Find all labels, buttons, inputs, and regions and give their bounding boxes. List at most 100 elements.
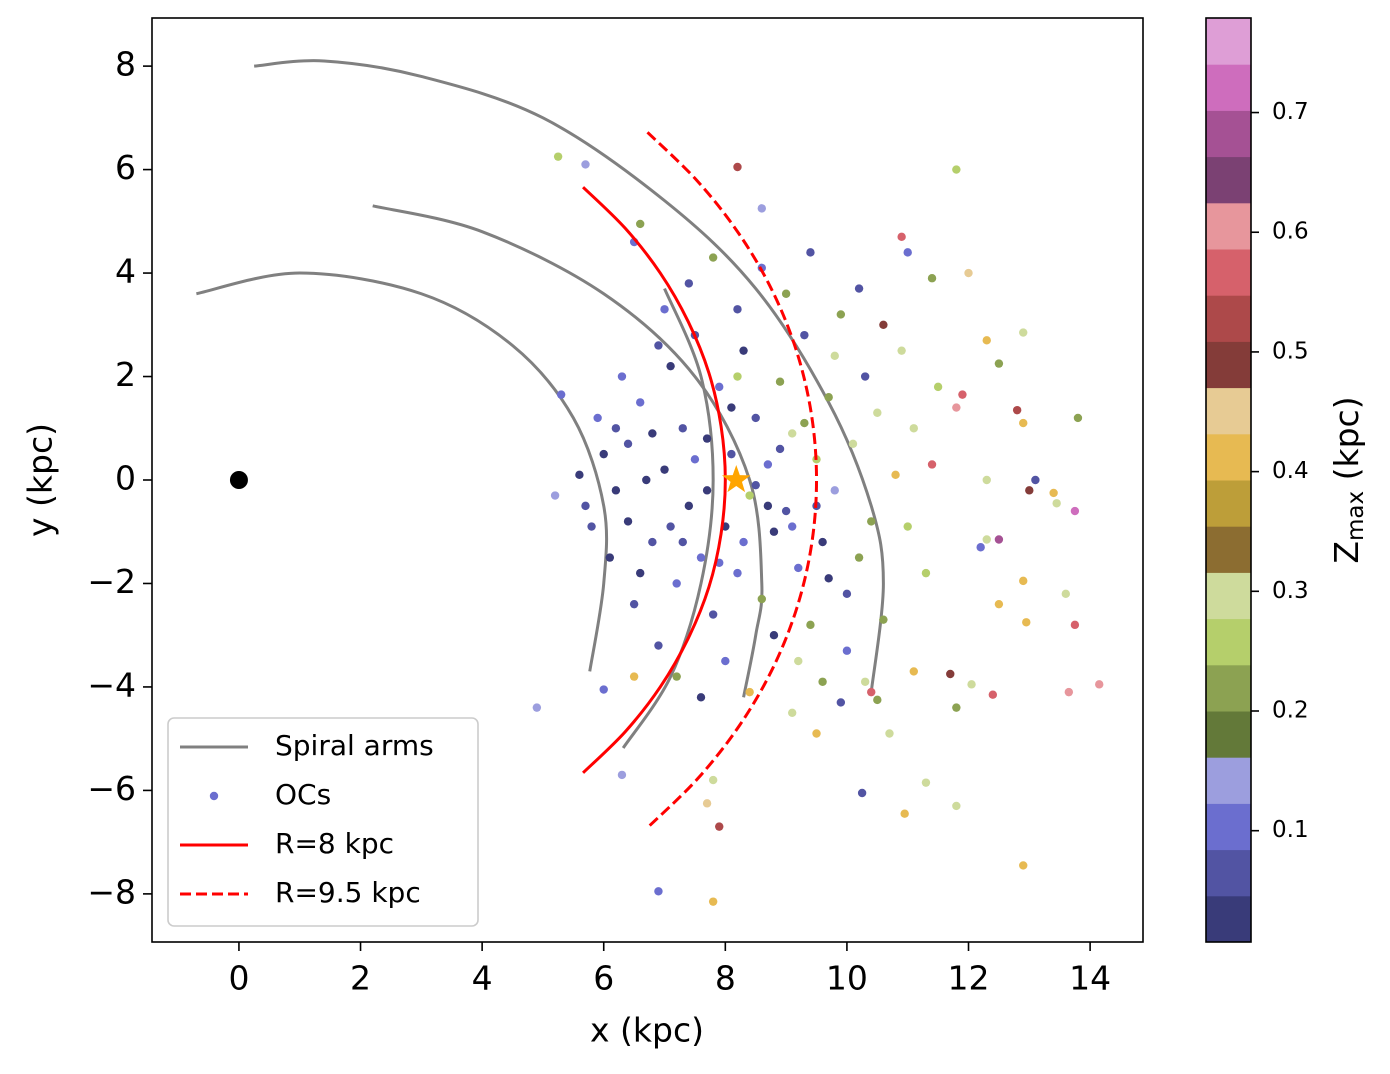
point — [666, 361, 675, 371]
plot-area — [196, 59, 1104, 906]
colorbar-segment — [1206, 572, 1251, 620]
point — [903, 248, 912, 257]
point — [660, 465, 669, 474]
point — [708, 253, 718, 262]
point — [982, 336, 991, 345]
point — [927, 460, 937, 469]
point — [988, 690, 998, 699]
point — [982, 535, 991, 544]
x-axis-label: x (kpc) — [590, 1011, 704, 1050]
point — [623, 439, 633, 448]
colorbar-tick-label: 0.3 — [1272, 578, 1309, 604]
point — [879, 320, 888, 329]
point — [763, 501, 773, 511]
y-axis-label: y (kpc) — [21, 423, 60, 537]
point — [867, 687, 876, 697]
point — [891, 470, 900, 480]
colorbar-segment — [1206, 156, 1251, 204]
line — [196, 271, 609, 672]
point — [611, 486, 621, 495]
point — [587, 522, 596, 531]
colorbar-frame — [1205, 17, 1252, 943]
point — [666, 522, 675, 531]
point — [952, 801, 961, 811]
point — [976, 543, 985, 552]
colorbar-tick-label: 0.1 — [1272, 817, 1309, 843]
point — [848, 439, 858, 448]
colorbar-tick-label: 0.6 — [1272, 219, 1309, 245]
point — [593, 413, 602, 423]
point — [824, 393, 833, 402]
point — [617, 372, 627, 381]
point — [556, 390, 566, 399]
colorbar-segment — [1206, 711, 1251, 758]
y-tick-label: 0 — [115, 459, 136, 498]
point — [775, 444, 785, 454]
point — [1019, 418, 1028, 428]
point — [781, 506, 791, 516]
point — [672, 672, 681, 681]
point — [605, 553, 615, 562]
x-tick-label: 14 — [1069, 959, 1111, 998]
y-tick-label: −8 — [87, 872, 136, 911]
colorbar-segment — [1206, 618, 1251, 666]
legend-box — [167, 717, 479, 927]
point — [854, 284, 864, 293]
point — [854, 553, 864, 562]
point — [739, 537, 748, 547]
point — [800, 330, 809, 340]
point — [952, 403, 961, 412]
point — [751, 413, 760, 423]
point — [909, 667, 918, 676]
point — [611, 424, 621, 433]
point — [721, 656, 730, 666]
colorbar-tick-label: 0.4 — [1272, 458, 1309, 484]
colorbar-segment — [1206, 341, 1251, 389]
point — [715, 382, 724, 392]
point — [842, 646, 852, 655]
point — [623, 517, 633, 526]
plot-frame — [151, 17, 1144, 943]
point — [873, 408, 882, 417]
point — [678, 424, 687, 433]
point — [897, 232, 906, 242]
y-tick-label: 6 — [115, 148, 136, 187]
point — [739, 346, 748, 355]
point — [733, 305, 742, 314]
point — [678, 537, 687, 547]
point — [806, 620, 815, 630]
point — [794, 563, 803, 573]
point — [684, 501, 694, 511]
point — [867, 517, 876, 526]
point — [581, 501, 590, 511]
point — [836, 698, 846, 707]
point — [684, 279, 694, 288]
point — [885, 729, 894, 738]
point — [1019, 328, 1028, 337]
y-tick-label: 8 — [115, 45, 136, 84]
colorbar-segment — [1206, 295, 1251, 342]
x-tick-label: 6 — [593, 959, 614, 998]
point — [550, 491, 560, 500]
point — [745, 687, 754, 697]
point — [1061, 589, 1070, 599]
point — [1052, 499, 1061, 508]
point — [708, 775, 718, 785]
point — [900, 809, 909, 818]
point — [1070, 506, 1080, 516]
point — [775, 377, 785, 386]
colorbar-segment — [1206, 895, 1251, 943]
point — [751, 480, 760, 490]
point — [967, 680, 976, 689]
point — [1012, 405, 1022, 415]
point — [818, 537, 827, 547]
point — [857, 788, 867, 798]
legend-label: Spiral arms — [275, 729, 434, 762]
point — [702, 486, 712, 495]
point — [860, 677, 870, 686]
point — [745, 491, 754, 500]
point — [879, 615, 888, 624]
y-tick-label: −2 — [87, 562, 136, 601]
point — [696, 693, 706, 702]
point — [787, 429, 797, 438]
